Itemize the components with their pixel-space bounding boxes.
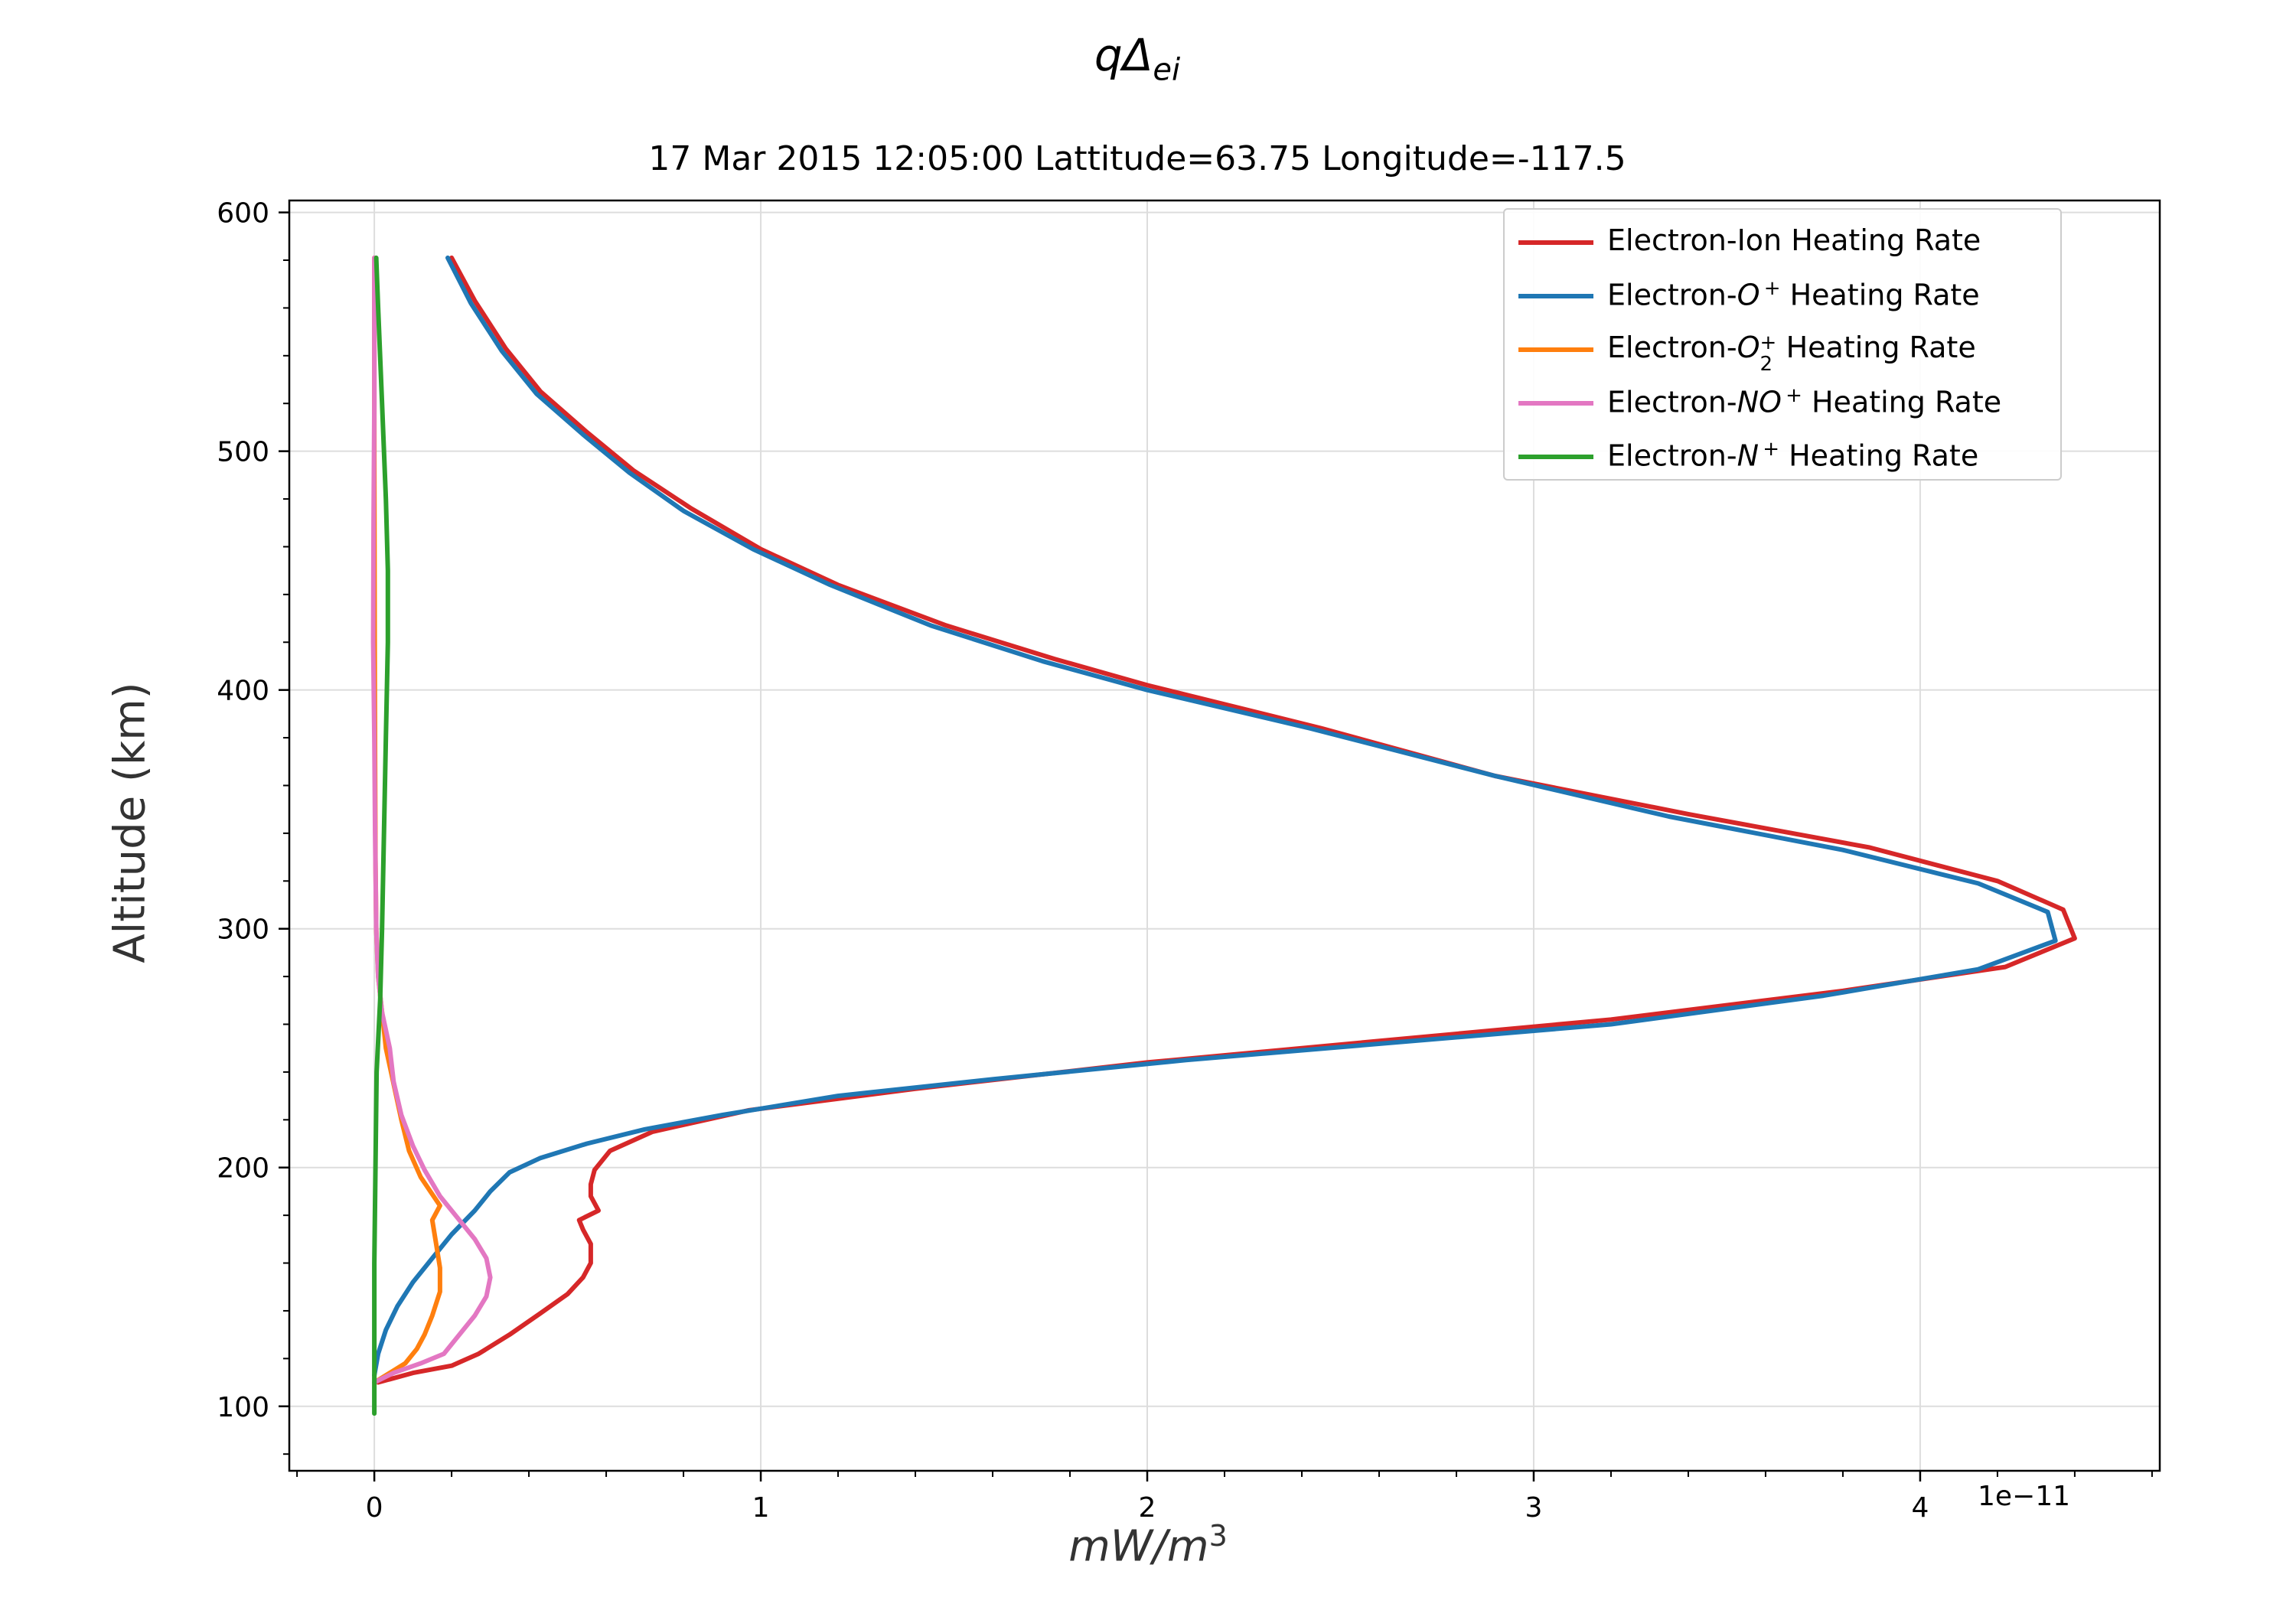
figure-suptitle: qΔei [0, 29, 2275, 88]
x-tick-label: 0 [366, 1492, 383, 1524]
legend-label: Electron-O + Heating Rate [1607, 277, 1980, 312]
legend: Electron-Ion Heating Rate Electron-O + He… [1503, 208, 2062, 481]
series-lines [370, 255, 2077, 1416]
axes-title: 17 Mar 2015 12:05:00 Lattitude=63.75 Lon… [648, 139, 1626, 178]
x-axis-label-exponent: 3 [1208, 1519, 1228, 1553]
y-tick-label: 500 [217, 437, 269, 468]
legend-label: Electron-NO + Heating Rate [1607, 384, 2002, 419]
x-tick-label: 2 [1139, 1492, 1156, 1524]
x-axis-label: mW/m3 [0, 1519, 2296, 1572]
y-tick-label: 200 [217, 1153, 269, 1185]
legend-swatch [1518, 347, 1593, 352]
legend-swatch [1518, 455, 1593, 459]
series-line-1 [372, 255, 2058, 1378]
legend-item-4: Electron-N + Heating Rate [1505, 430, 2063, 484]
legend-swatch [1518, 294, 1593, 298]
legend-swatch [1518, 240, 1593, 245]
series-line-0 [376, 255, 2077, 1385]
legend-item-3: Electron-NO + Heating Rate [1505, 376, 2063, 430]
tick-marks [279, 211, 2153, 1482]
suptitle-subscript: ei [1153, 52, 1181, 88]
legend-label: Electron-O +2 Heating Rate [1607, 331, 1976, 376]
legend-swatch [1518, 401, 1593, 406]
legend-item-2: Electron-O +2 Heating Rate [1505, 323, 2063, 376]
x-tick-label: 4 [1911, 1492, 1929, 1524]
x-offset-text: 1e−11 [1978, 1481, 2071, 1512]
series-line-3 [370, 255, 493, 1385]
legend-item-0: Electron-Ion Heating Rate [1505, 216, 2063, 269]
legend-label: Electron-N + Heating Rate [1607, 438, 1979, 473]
series-line-4 [372, 255, 390, 1416]
legend-label: Electron-Ion Heating Rate [1607, 223, 1981, 257]
y-tick-label: 400 [217, 676, 269, 707]
x-axis-label-base: mW/m [1068, 1521, 1209, 1572]
y-tick-label: 100 [217, 1392, 269, 1423]
y-axis-label: Altitude (km) [105, 682, 155, 963]
legend-item-1: Electron-O + Heating Rate [1505, 269, 2063, 323]
x-tick-label: 1 [752, 1492, 770, 1524]
y-tick-label: 600 [217, 198, 269, 230]
x-tick-label: 3 [1525, 1492, 1543, 1524]
y-tick-label: 300 [217, 914, 269, 946]
suptitle-main: qΔ [1094, 29, 1153, 81]
